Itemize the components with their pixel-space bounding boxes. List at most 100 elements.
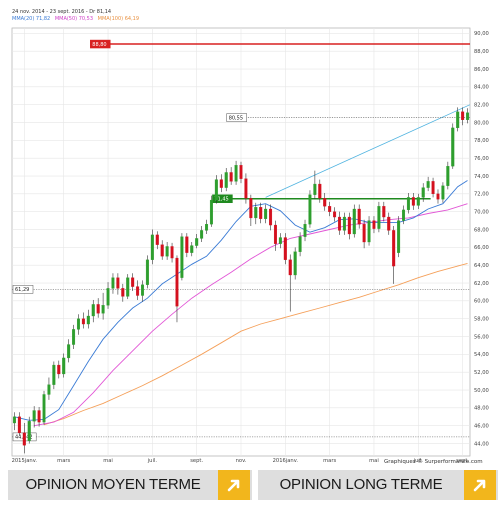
candle-body	[150, 234, 154, 260]
candle-body	[180, 236, 184, 278]
candle-body	[426, 181, 430, 188]
candle-body	[431, 181, 435, 195]
candle-body	[17, 416, 21, 433]
y-tick-label: 44,00	[474, 441, 489, 447]
current-price-label-box	[226, 113, 247, 122]
trend-line	[265, 104, 471, 198]
candle-body	[116, 277, 120, 289]
y-axis: 44,00 46,00 48,00 50,00 52,00 54,00 56,00 58,00…	[474, 31, 489, 447]
mid-level-label-box	[12, 285, 34, 294]
arrow-up-right-icon	[473, 479, 486, 492]
x-tick-label: 2015janv.	[12, 458, 38, 464]
ma100-line	[43, 262, 468, 426]
opinion-long-terme: OPINION LONG TERME	[258, 470, 498, 500]
opinion-moyen-terme: OPINION MOYEN TERME	[8, 470, 252, 500]
y-tick-label: 48,00	[474, 406, 489, 412]
candle-body	[328, 206, 332, 212]
x-tick-label: 2016janv.	[273, 458, 299, 464]
candle-body	[81, 318, 85, 325]
y-tick-label: 86,00	[474, 67, 489, 73]
candle-body	[141, 284, 145, 296]
candle-body	[27, 421, 31, 441]
y-tick-label: 46,00	[474, 423, 489, 429]
candle-body	[397, 220, 401, 253]
candle-body	[209, 199, 213, 225]
legend-ma20: MMA(20) 71,82	[12, 16, 51, 22]
candle-body	[264, 208, 268, 219]
candle-body	[303, 224, 307, 237]
y-tick-label: 80,00	[474, 120, 489, 126]
candles	[12, 107, 470, 454]
candle-body	[62, 357, 66, 375]
opinion-moyen-terme-label: OPINION MOYEN TERME	[25, 476, 201, 493]
current-price-label: 80,55	[229, 115, 243, 121]
x-tick-label: mars	[323, 458, 336, 464]
candle-body	[101, 305, 105, 314]
candle-body	[165, 246, 169, 257]
x-axis: 2015janv. mars mai juil. sept. nov. 2016janv. m…	[12, 458, 470, 464]
candle-body	[200, 230, 204, 239]
candle-body	[259, 207, 263, 219]
candle-body	[22, 432, 26, 446]
candle-body	[52, 364, 56, 385]
y-tick-label: 82,00	[474, 102, 489, 108]
ma50-line	[34, 203, 468, 427]
candle-body	[229, 172, 233, 182]
x-tick-label: juil.	[147, 458, 158, 464]
y-tick-label: 88,00	[474, 49, 489, 55]
y-tick-label: 68,00	[474, 227, 489, 233]
candle-body	[283, 237, 287, 260]
candle-body	[67, 344, 71, 359]
candle-body	[461, 111, 465, 120]
candle-body	[91, 304, 95, 317]
candle-body	[298, 236, 302, 252]
candle-body	[382, 206, 386, 218]
candle-body	[76, 318, 80, 330]
candle-body	[106, 288, 110, 306]
ma20-line	[14, 180, 468, 421]
candle-body	[402, 209, 406, 221]
candle-body	[278, 237, 282, 244]
chart-credit: Graphiques © Surperformance.com	[384, 459, 483, 465]
candle-body	[337, 216, 341, 231]
candle-body	[451, 127, 455, 167]
opinion-bar: OPINION MOYEN TERME OPINION LONG TERME	[8, 470, 498, 500]
candle-body	[288, 259, 292, 276]
candle-body	[136, 286, 140, 296]
candle-body	[214, 179, 218, 201]
candle-body	[377, 206, 381, 229]
candle-body	[190, 245, 194, 253]
grid	[11, 27, 471, 457]
candle-body	[57, 364, 61, 375]
x-tick-label: sept.	[456, 458, 469, 464]
y-tick-label: 50,00	[474, 388, 489, 394]
candle-body	[121, 288, 125, 297]
chart-period: 24 nov. 2014 - 23 sept. 2016 - Dr 81,14	[12, 9, 112, 15]
moving-averages	[14, 180, 468, 427]
candle-body	[367, 220, 371, 243]
y-tick-label: 62,00	[474, 281, 489, 287]
candle-body	[436, 193, 440, 200]
candle-body	[175, 257, 179, 307]
candle-body	[323, 198, 327, 207]
candle-body	[42, 394, 46, 423]
x-tick-label: mars	[57, 458, 70, 464]
resistance-label: 88,80	[92, 42, 106, 48]
candle-body	[244, 178, 248, 199]
resistance-label-box	[90, 39, 111, 49]
y-tick-label: 60,00	[474, 299, 489, 305]
x-tick-label: sept.	[190, 458, 203, 464]
y-tick-label: 70,00	[474, 209, 489, 215]
y-tick-label: 90,00	[474, 31, 489, 37]
opinion-moyen-terme-button[interactable]	[218, 470, 250, 500]
candle-body	[293, 251, 297, 276]
candle-body	[234, 165, 238, 182]
candle-body	[387, 216, 391, 231]
support-label: 71,45	[214, 197, 228, 203]
candle-body	[126, 277, 130, 297]
opinion-long-terme-button[interactable]	[464, 470, 496, 500]
candle-body	[72, 329, 76, 345]
candle-body	[313, 183, 317, 195]
candle-body	[273, 224, 277, 244]
